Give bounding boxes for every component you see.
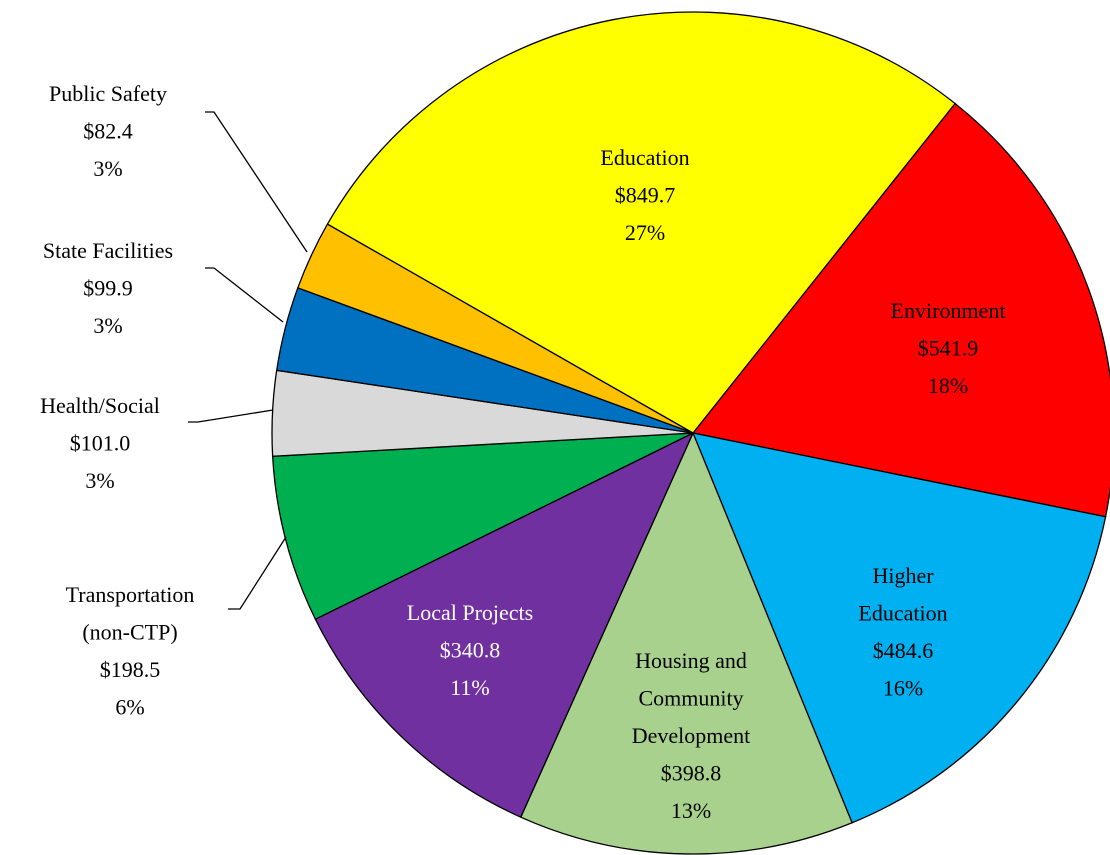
value-label: $484.6 <box>873 638 934 663</box>
value-label: $101.0 <box>70 431 131 456</box>
value-label: $398.8 <box>661 761 722 786</box>
pie-slice <box>326 11 956 434</box>
slice-label: Education <box>600 145 689 170</box>
slice-label: Public Safety <box>49 81 167 106</box>
slice-label: Health/Social <box>40 393 160 418</box>
leader-line <box>205 111 308 253</box>
slice-label: Local Projects <box>407 600 533 625</box>
pie-slice <box>519 431 853 855</box>
pie-slice <box>271 432 694 621</box>
percent-label: 3% <box>93 313 122 338</box>
pie-slice <box>314 431 695 819</box>
slice-label: Housing and Community Development <box>632 648 751 748</box>
leader-line <box>205 267 284 323</box>
percent-label: 6% <box>115 695 144 720</box>
percent-label: 18% <box>928 373 968 398</box>
pie-slice <box>691 432 1107 824</box>
value-label: $849.7 <box>615 183 676 208</box>
percent-label: 27% <box>625 220 665 245</box>
leader-line <box>228 536 287 610</box>
slice-label: Transportation (non-CTP) <box>66 582 195 645</box>
value-label: $198.5 <box>100 657 161 682</box>
value-label: $541.9 <box>918 336 979 361</box>
value-label: $99.9 <box>83 276 133 301</box>
percent-label: 16% <box>883 676 923 701</box>
percent-label: 3% <box>85 468 114 493</box>
pie-slice <box>691 102 1110 518</box>
leader-line <box>188 409 274 423</box>
value-label: $340.8 <box>440 638 501 663</box>
slice-label: Environment <box>891 298 1006 323</box>
percent-label: 13% <box>671 798 711 823</box>
slice-label: Higher Education <box>858 563 947 626</box>
percent-label: 11% <box>450 675 490 700</box>
slice-label: State Facilities <box>43 238 173 263</box>
value-label: $82.4 <box>83 119 133 144</box>
percent-label: 3% <box>93 156 122 181</box>
